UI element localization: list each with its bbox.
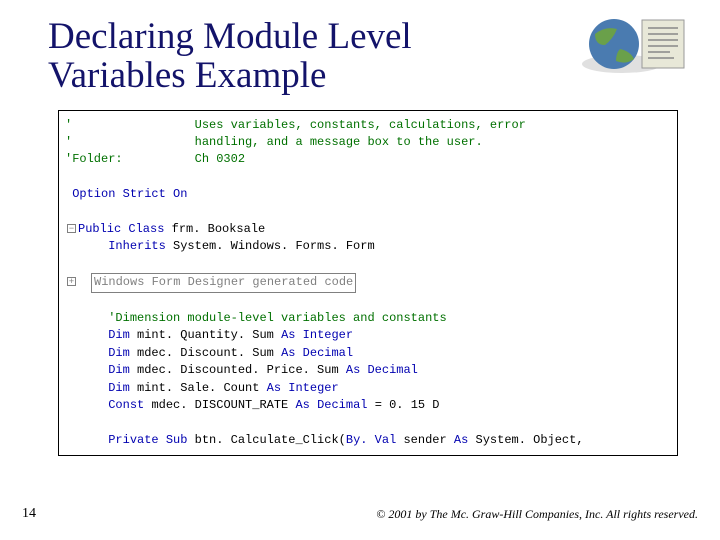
code-comment: 'Folder: Ch 0302 bbox=[65, 151, 671, 168]
code-const: Const mdec. DISCOUNT_RATE As Decimal = 0… bbox=[65, 397, 671, 414]
code-blank bbox=[65, 293, 671, 310]
code-option-strict: Option Strict On bbox=[65, 186, 671, 203]
code-region: +Windows Form Designer generated code bbox=[65, 273, 671, 292]
copyright: © 2001 by The Mc. Graw-Hill Companies, I… bbox=[376, 507, 698, 522]
code-inherits: Inherits System. Windows. Forms. Form bbox=[65, 238, 671, 255]
logo-graphic bbox=[570, 14, 690, 82]
code-dim: Dim mint. Quantity. Sum As Integer bbox=[65, 327, 671, 344]
code-blank bbox=[65, 204, 671, 221]
code-comment: ' handling, and a message box to the use… bbox=[65, 134, 671, 151]
code-dim: Dim mdec. Discount. Sum As Decimal bbox=[65, 345, 671, 362]
collapse-plus-icon: + bbox=[67, 277, 76, 286]
slide: Declaring Module Level Variables Example… bbox=[0, 0, 720, 540]
code-blank bbox=[65, 414, 671, 431]
code-sub: Private Sub btn. Calculate_Click(By. Val… bbox=[65, 432, 671, 449]
code-dim: Dim mint. Sale. Count As Integer bbox=[65, 380, 671, 397]
page-number: 14 bbox=[22, 506, 36, 522]
code-blank bbox=[65, 256, 671, 273]
code-dim: Dim mdec. Discounted. Price. Sum As Deci… bbox=[65, 362, 671, 379]
code-screenshot: ' Uses variables, constants, calculation… bbox=[58, 110, 678, 456]
collapse-minus-icon: − bbox=[67, 224, 76, 233]
code-class-decl: −Public Class frm. Booksale bbox=[65, 221, 671, 238]
code-comment: 'Dimension module-level variables and co… bbox=[65, 310, 671, 327]
code-blank bbox=[65, 169, 671, 186]
code-comment: ' Uses variables, constants, calculation… bbox=[65, 117, 671, 134]
